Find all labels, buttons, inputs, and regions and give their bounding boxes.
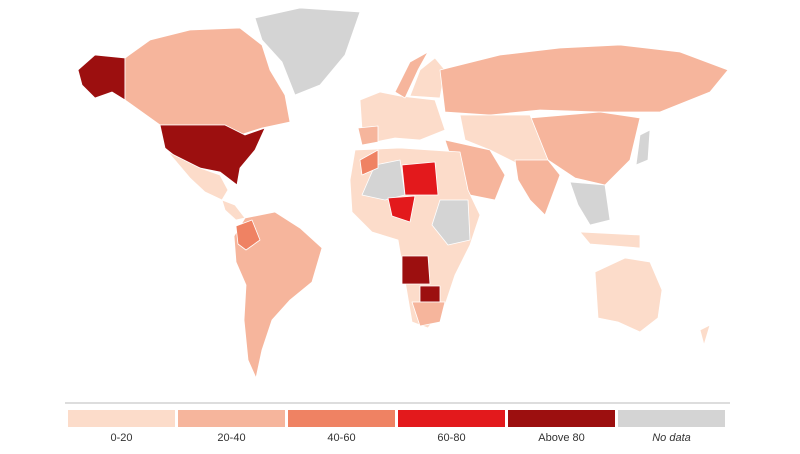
russia — [439, 44, 729, 116]
legend: 0-20 20-40 40-60 60-80 Above 80 No data — [68, 410, 725, 444]
legend-label: Above 80 — [538, 432, 584, 444]
south-africa — [411, 301, 446, 327]
south-america — [233, 211, 323, 379]
legend-swatch — [288, 410, 395, 427]
central-africa — [431, 199, 471, 246]
colombia — [235, 219, 261, 251]
china — [529, 111, 641, 186]
countries — [77, 7, 729, 379]
legend-label: 40-60 — [327, 432, 355, 444]
norway — [394, 51, 429, 99]
india — [514, 159, 561, 216]
scandinavia — [409, 57, 446, 99]
australia — [594, 257, 663, 333]
new-zealand — [699, 324, 711, 346]
legend-label: 60-80 — [437, 432, 465, 444]
se-asia — [569, 181, 611, 226]
indonesia — [579, 231, 641, 249]
niger — [387, 195, 416, 223]
legend-swatch — [618, 410, 725, 427]
angola — [401, 255, 431, 285]
mexico — [167, 151, 229, 201]
legend-swatch — [398, 410, 505, 427]
morocco — [359, 149, 379, 176]
legend-label: No data — [652, 432, 691, 444]
legend-label: 20-40 — [217, 432, 245, 444]
legend-swatch — [178, 410, 285, 427]
spain — [357, 125, 379, 146]
japan — [635, 129, 651, 166]
legend-label: 0-20 — [110, 432, 132, 444]
greenland — [254, 7, 361, 96]
alaska — [77, 54, 126, 101]
libya — [401, 161, 439, 196]
central-america — [221, 199, 246, 221]
legend-swatch — [68, 410, 175, 427]
botswana — [419, 285, 441, 303]
legend-swatch — [508, 410, 615, 427]
